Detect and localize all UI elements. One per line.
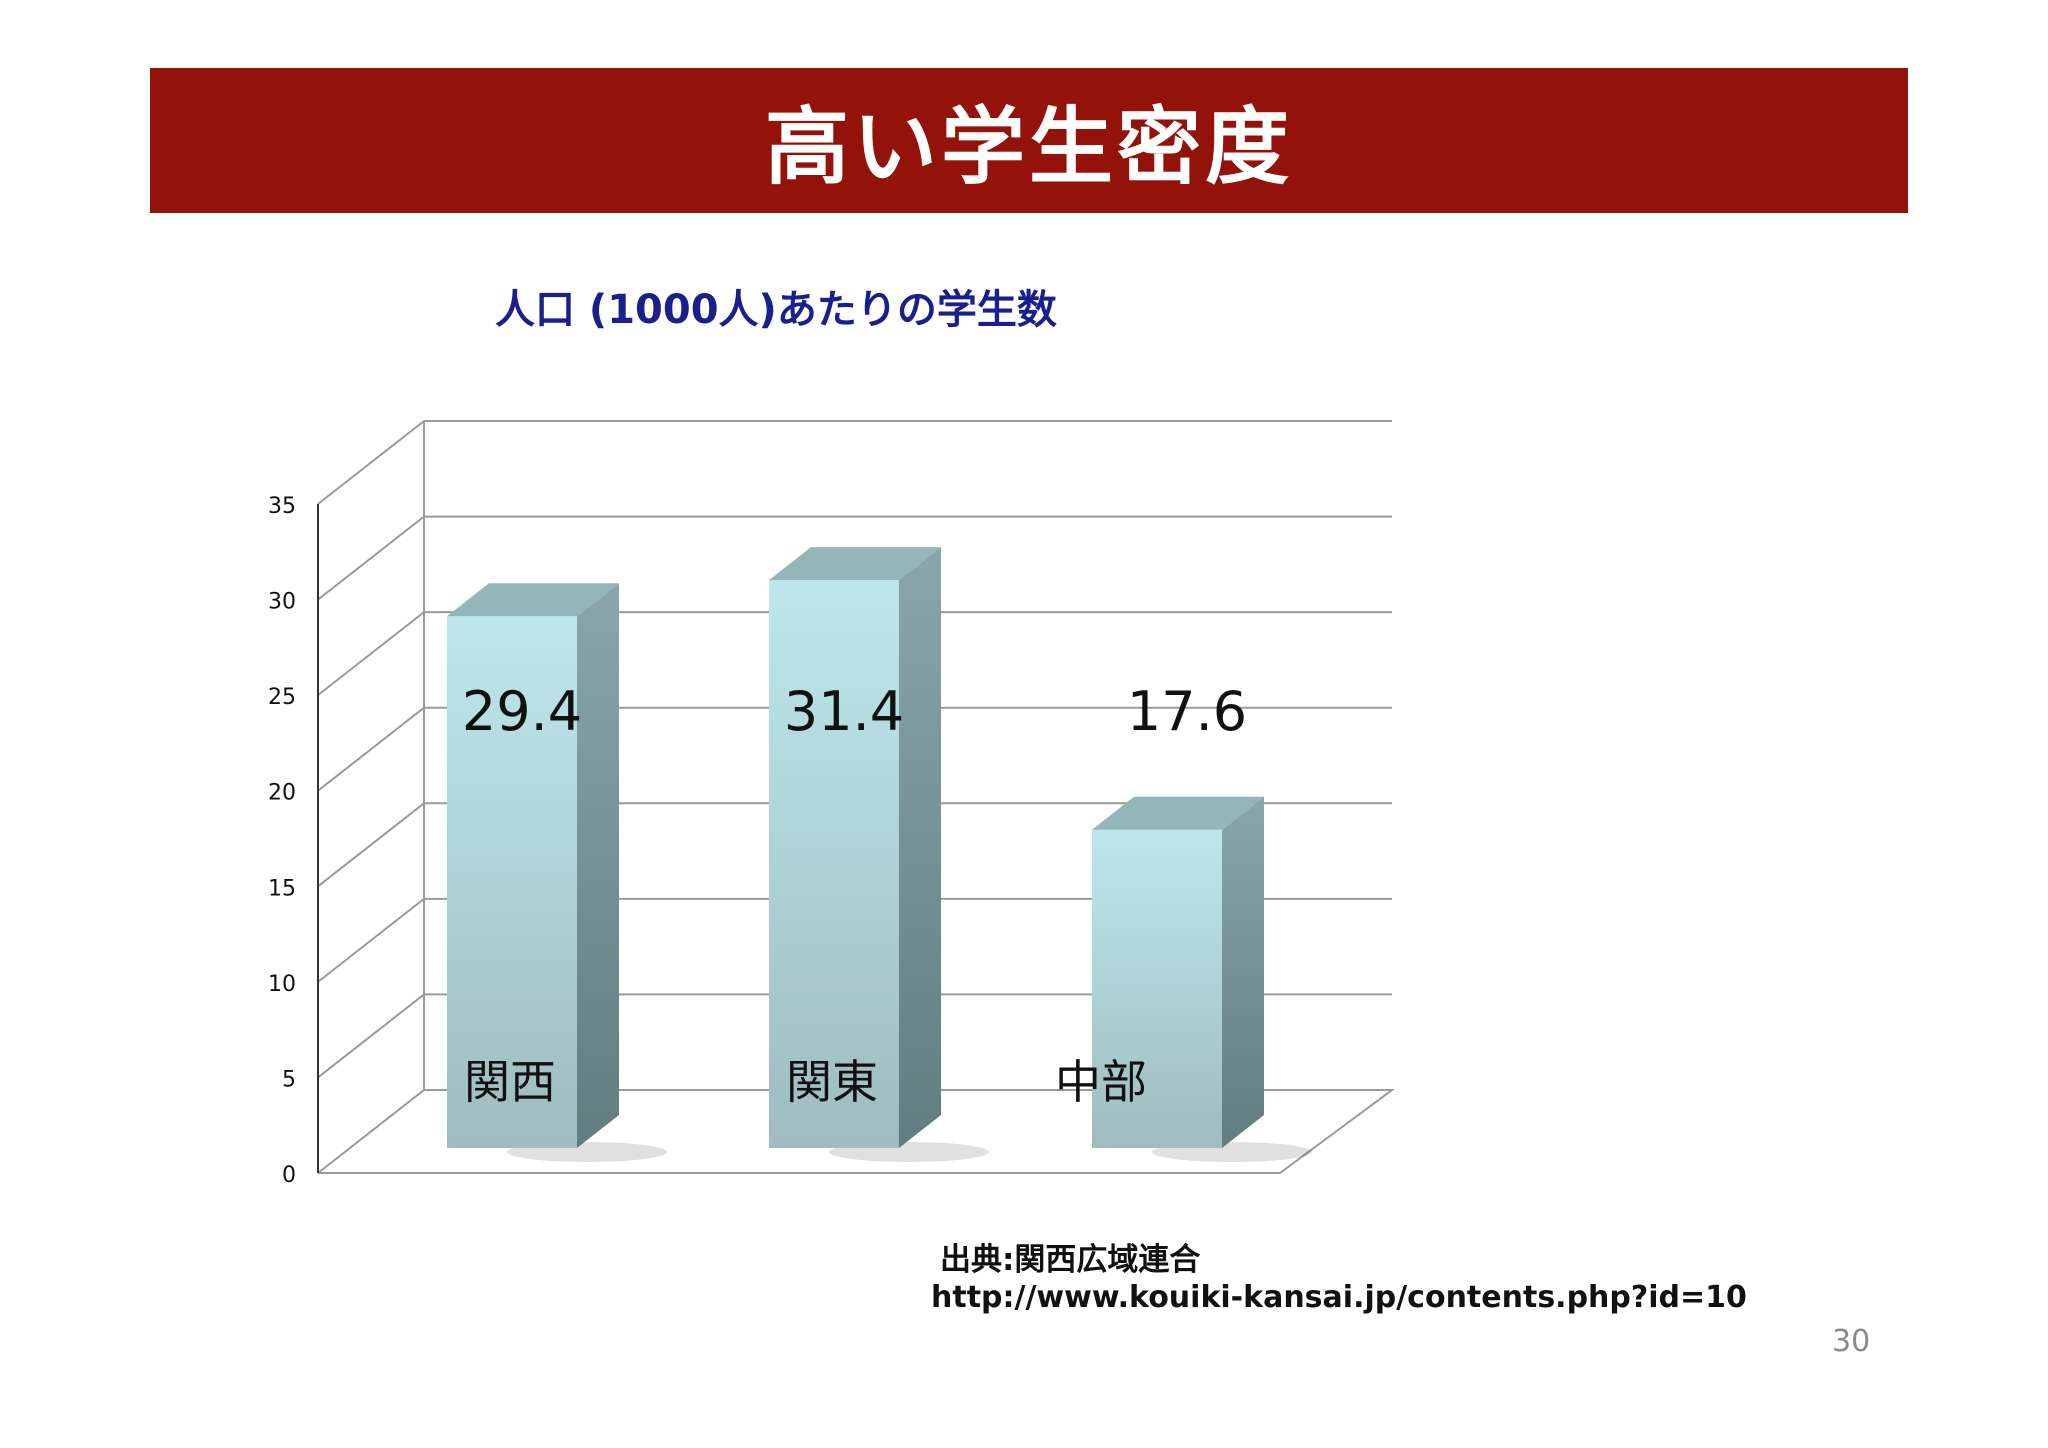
bar-side xyxy=(1222,796,1264,1148)
category-label: 関東 xyxy=(786,1055,878,1109)
slide-title: 高い学生密度 xyxy=(764,98,1293,196)
bar-side xyxy=(899,547,941,1148)
chart-bars xyxy=(447,547,1312,1162)
y-tick-label: 10 xyxy=(268,972,296,997)
gridline-depth xyxy=(317,420,425,505)
category-label: 関西 xyxy=(464,1055,556,1109)
gridline-depth xyxy=(317,898,425,983)
gridline-depth xyxy=(317,993,425,1079)
category-label: 中部 xyxy=(1055,1055,1147,1109)
y-tick-label: 25 xyxy=(268,685,296,710)
source-url[interactable]: http://www.kouiki-kansai.jp/contents.php… xyxy=(931,1280,1747,1315)
gridline-depth xyxy=(317,802,425,888)
page-number: 30 xyxy=(1832,1324,1871,1359)
bar-top xyxy=(769,547,941,581)
gridline-depth xyxy=(317,611,425,696)
y-tick-label: 20 xyxy=(268,781,296,806)
y-tick-label: 15 xyxy=(268,876,296,901)
gridline-depth xyxy=(317,706,425,792)
chart-labels: 0 5 10 15 20 25 30 35 29.4 関西 31.4 関東 17.6 中部 xyxy=(268,494,1247,1188)
bar-関東 xyxy=(769,580,899,1148)
bar-top xyxy=(447,583,619,617)
chart-title: 人口 (1000人)あたりの学生数 xyxy=(495,287,1057,333)
y-tick-label: 35 xyxy=(268,494,296,519)
y-tick-label: 0 xyxy=(282,1163,296,1188)
y-tick-label: 5 xyxy=(282,1067,296,1092)
slide-title-bar: 高い学生密度 xyxy=(150,68,1908,213)
data-label: 29.4 xyxy=(462,680,582,743)
bar-関西 xyxy=(447,616,577,1148)
gridline-depth xyxy=(317,1089,425,1174)
bar-side xyxy=(577,583,619,1148)
data-label: 17.6 xyxy=(1127,680,1247,743)
bar-top xyxy=(1092,796,1264,830)
y-tick-label: 30 xyxy=(268,590,296,615)
source-label: 出典:関西広域連合 xyxy=(940,1242,1201,1278)
bar-中部 xyxy=(1092,829,1222,1148)
data-label: 31.4 xyxy=(784,680,904,743)
gridline-depth xyxy=(317,515,425,601)
